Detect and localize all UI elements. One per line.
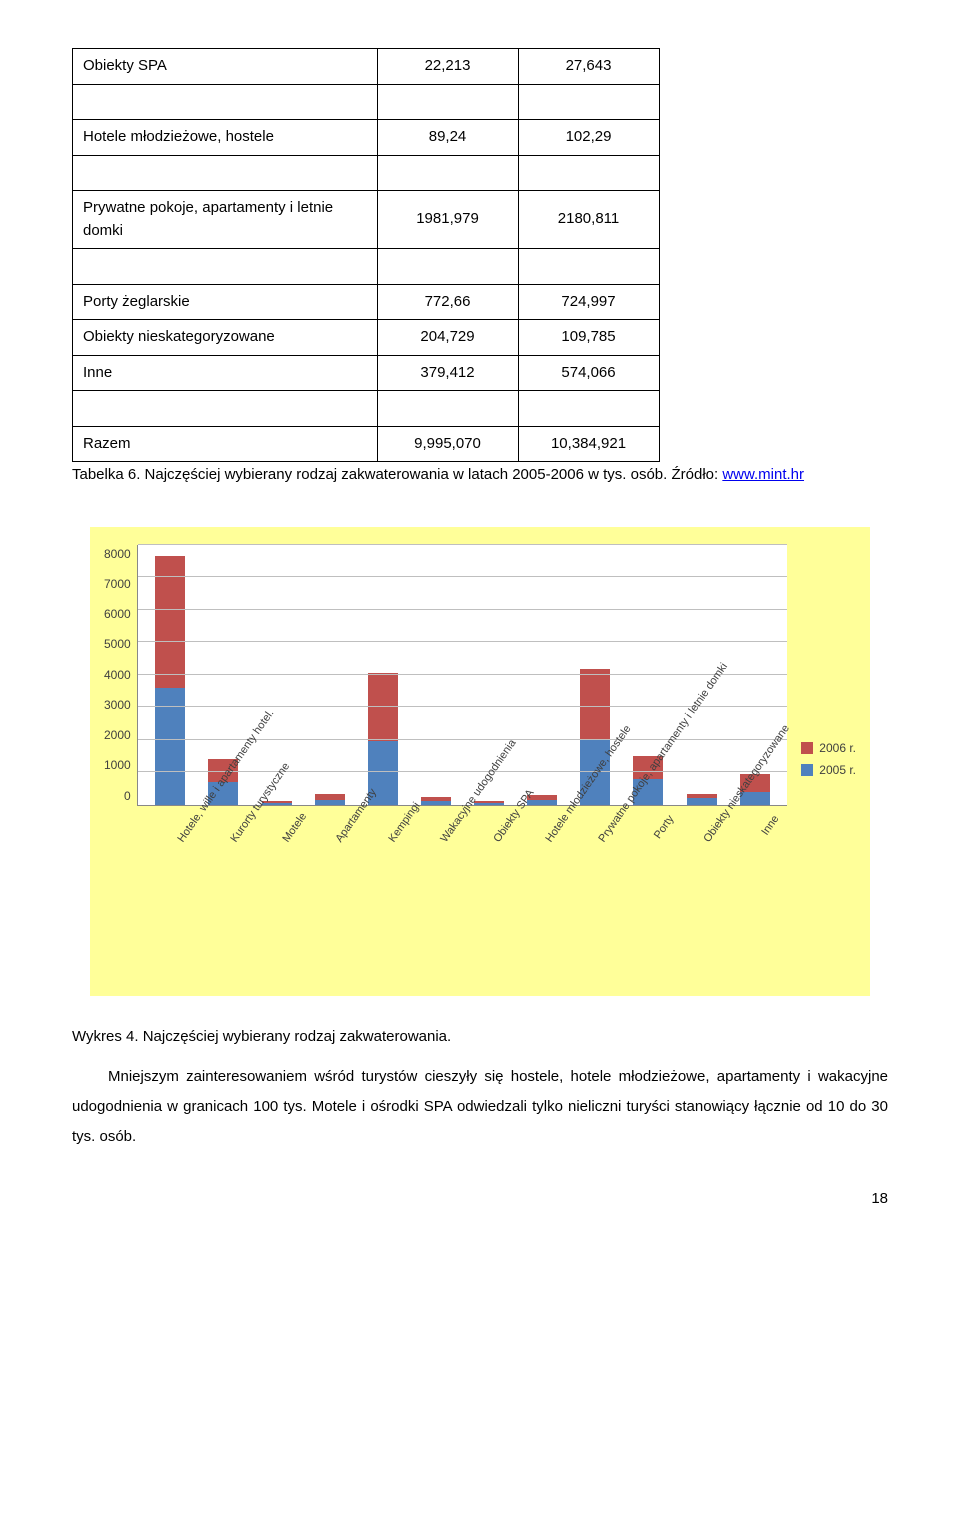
table-row: Obiekty SPA22,21327,643 <box>73 49 660 85</box>
chart-caption: Wykres 4. Najczęściej wybierany rodzaj z… <box>72 1026 888 1049</box>
row-label: Hotele młodzieżowe, hostele <box>73 120 378 156</box>
row-value-1: 9,995,070 <box>377 426 518 462</box>
y-tick-label: 8000 <box>104 545 131 563</box>
bar-group <box>315 794 345 804</box>
table-row: Hotele młodzieżowe, hostele89,24102,29 <box>73 120 660 156</box>
stacked-bar-chart: 8000 7000 6000 5000 4000 3000 2000 1000 0 Hotele… <box>90 527 870 996</box>
y-tick-label: 6000 <box>104 605 131 623</box>
x-axis-labels: Hotele, wille i apartamenty hotel.Kurort… <box>144 806 787 986</box>
y-tick-label: 3000 <box>104 696 131 714</box>
y-axis: 8000 7000 6000 5000 4000 3000 2000 1000 0 <box>104 545 137 805</box>
legend-2005-label: 2005 r. <box>819 761 856 779</box>
row-value-1: 379,412 <box>377 355 518 391</box>
y-tick-label: 4000 <box>104 666 131 684</box>
row-label: Inne <box>73 355 378 391</box>
bar-group <box>687 794 717 804</box>
accommodation-table: Obiekty SPA22,21327,643 Hotele młodzieżo… <box>72 48 660 462</box>
table-row: Porty żeglarskie772,66724,997 <box>73 284 660 320</box>
source-link[interactable]: www.mint.hr <box>722 466 804 483</box>
table-spacer-row <box>73 249 660 285</box>
row-value-2: 10,384,921 <box>518 426 659 462</box>
legend-2006: 2006 r. <box>801 739 856 757</box>
row-label: Prywatne pokoje, apartamenty i letnie do… <box>73 191 378 249</box>
table-caption-text: Tabelka 6. Najczęściej wybierany rodzaj … <box>72 466 722 483</box>
y-tick-label: 0 <box>124 787 131 805</box>
table-caption: Tabelka 6. Najczęściej wybierany rodzaj … <box>72 464 888 487</box>
body-paragraph: Mniejszym zainteresowaniem wśród turystó… <box>72 1062 888 1152</box>
row-label: Obiekty SPA <box>73 49 378 85</box>
row-label: Obiekty nieskategoryzowane <box>73 320 378 356</box>
table-row: Prywatne pokoje, apartamenty i letnie do… <box>73 191 660 249</box>
y-tick-label: 1000 <box>104 756 131 774</box>
table-row: Obiekty nieskategoryzowane204,729109,785 <box>73 320 660 356</box>
row-value-2: 724,997 <box>518 284 659 320</box>
table-row: Razem9,995,07010,384,921 <box>73 426 660 462</box>
row-value-1: 22,213 <box>377 49 518 85</box>
table-spacer-row <box>73 84 660 120</box>
row-value-2: 574,066 <box>518 355 659 391</box>
row-value-1: 89,24 <box>377 120 518 156</box>
legend-2005: 2005 r. <box>801 761 856 779</box>
y-tick-label: 7000 <box>104 575 131 593</box>
row-value-2: 102,29 <box>518 120 659 156</box>
y-tick-label: 5000 <box>104 635 131 653</box>
swatch-2005-icon <box>801 764 813 776</box>
row-value-1: 1981,979 <box>377 191 518 249</box>
row-label: Razem <box>73 426 378 462</box>
table-spacer-row <box>73 155 660 191</box>
bar-segment-2006 <box>580 669 610 740</box>
row-label: Porty żeglarskie <box>73 284 378 320</box>
bar-group <box>155 556 185 805</box>
bar-group <box>421 797 451 805</box>
bar-segment-2005 <box>474 803 504 805</box>
y-tick-label: 2000 <box>104 726 131 744</box>
row-value-2: 2180,811 <box>518 191 659 249</box>
row-value-2: 27,643 <box>518 49 659 85</box>
chart-container: 8000 7000 6000 5000 4000 3000 2000 1000 0 Hotele… <box>90 527 870 996</box>
row-value-1: 772,66 <box>377 284 518 320</box>
legend: 2006 r. 2005 r. <box>801 735 856 783</box>
bar-group <box>474 801 504 804</box>
legend-2006-label: 2006 r. <box>819 739 856 757</box>
swatch-2006-icon <box>801 742 813 754</box>
table-spacer-row <box>73 391 660 427</box>
row-value-2: 109,785 <box>518 320 659 356</box>
bar-segment-2005 <box>421 801 451 805</box>
row-value-1: 204,729 <box>377 320 518 356</box>
page-number: 18 <box>72 1188 888 1211</box>
bar-segment-2005 <box>315 800 345 805</box>
bar-segment-2005 <box>687 798 717 805</box>
table-row: Inne379,412574,066 <box>73 355 660 391</box>
